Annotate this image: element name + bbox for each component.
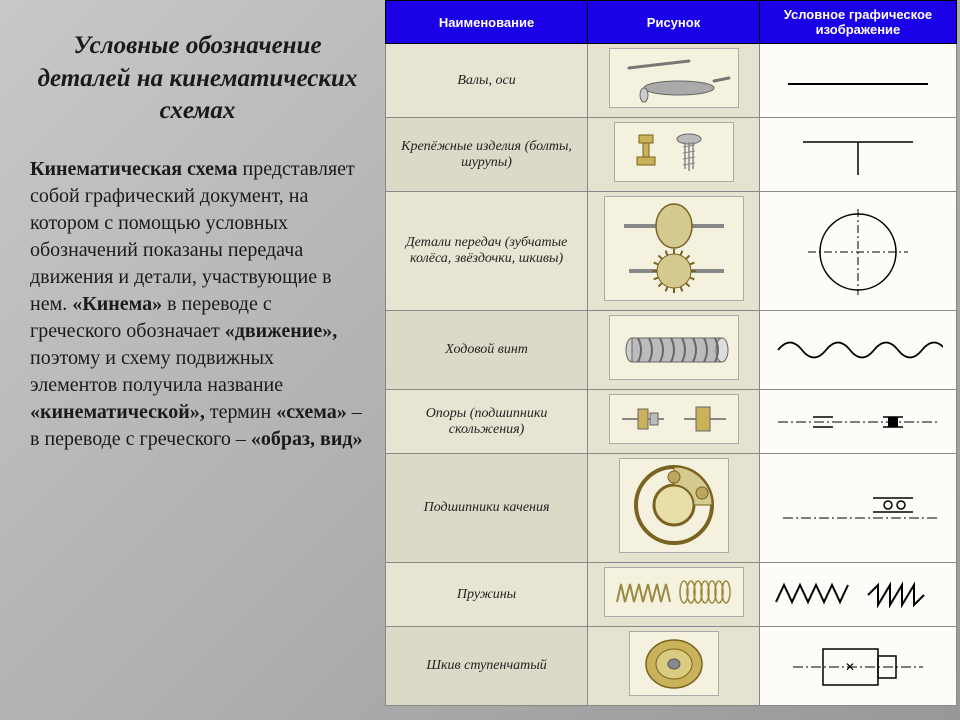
row-drawing <box>588 454 760 563</box>
row-symbol <box>759 192 956 311</box>
row-name: Валы, оси <box>386 44 588 118</box>
page-title: Условные обозначение деталей на кинемати… <box>30 30 365 128</box>
row-drawing <box>588 44 760 118</box>
row-name: Пружины <box>386 563 588 627</box>
row-symbol <box>759 311 956 390</box>
row-symbol <box>759 563 956 627</box>
row-symbol <box>759 454 956 563</box>
row-drawing <box>588 192 760 311</box>
row-drawing <box>588 627 760 706</box>
row-symbol <box>759 390 956 454</box>
row-name: Крепёжные изделия (болты, шурупы) <box>386 118 588 192</box>
table-row: Валы, оси <box>386 44 957 118</box>
svg-text:✕: ✕ <box>845 660 855 674</box>
table-row: Крепёжные изделия (болты, шурупы) <box>386 118 957 192</box>
col-drawing: Рисунок <box>588 1 760 44</box>
table-row: Опоры (подшипники скольжения) <box>386 390 957 454</box>
row-drawing <box>588 390 760 454</box>
row-symbol <box>759 118 956 192</box>
table-row: Шкив ступенчатый ✕ <box>386 627 957 706</box>
row-name: Ходовой винт <box>386 311 588 390</box>
row-name: Шкив ступенчатый <box>386 627 588 706</box>
row-name: Детали передач (зубчатые колёса, звёздоч… <box>386 192 588 311</box>
table-row: Детали передач (зубчатые колёса, звёздоч… <box>386 192 957 311</box>
row-symbol: ✕ <box>759 627 956 706</box>
col-symbol: Условное графическое изображение <box>759 1 956 44</box>
table-row: Ходовой винт <box>386 311 957 390</box>
row-drawing <box>588 311 760 390</box>
symbols-table: Наименование Рисунок Условное графическо… <box>385 0 957 706</box>
col-name: Наименование <box>386 1 588 44</box>
body-paragraph: Кинематическая схема представляет собой … <box>30 156 365 453</box>
row-name: Опоры (подшипники скольжения) <box>386 390 588 454</box>
row-symbol <box>759 44 956 118</box>
row-drawing <box>588 563 760 627</box>
row-name: Подшипники качения <box>386 454 588 563</box>
table-row: Подшипники качения <box>386 454 957 563</box>
table-row: Пружины <box>386 563 957 627</box>
row-drawing <box>588 118 760 192</box>
